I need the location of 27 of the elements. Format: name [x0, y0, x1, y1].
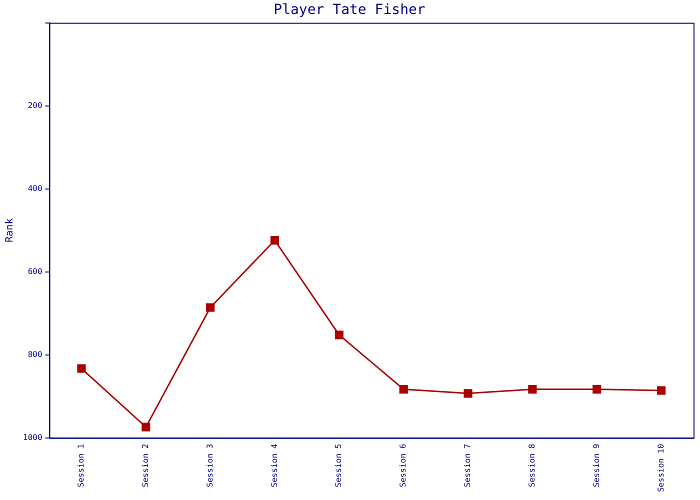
y-tick-label: 200 [28, 100, 42, 110]
x-tick-label: Session 2 [140, 444, 150, 488]
point [399, 384, 408, 394]
point [464, 389, 472, 398]
x-tick-label: Session 5 [334, 444, 344, 488]
x-tick-label: Session 3 [205, 444, 214, 488]
point [657, 386, 666, 395]
x-tick-label: Session 6 [398, 444, 408, 488]
y-tick-label: 800 [28, 350, 42, 359]
point [142, 422, 150, 432]
point [334, 330, 344, 340]
point [528, 384, 537, 394]
x-tick-label: Session 9 [592, 444, 601, 488]
y-tick-label: 600 [28, 266, 42, 276]
point [592, 384, 602, 394]
x-tick-label: Session 1 [76, 444, 86, 488]
y-tick-label: 1000 [23, 432, 42, 442]
x-tick-label: Session 8 [528, 444, 537, 488]
x-tick-label: Session 10 [656, 444, 666, 492]
point [206, 303, 215, 312]
point [77, 364, 86, 373]
point [270, 236, 280, 245]
x-tick-label: Session 7 [463, 444, 472, 488]
chart-title: Player Tate Fisher [274, 2, 426, 18]
y-axis-title: Rank [4, 218, 16, 242]
y-tick-label: 400 [28, 184, 42, 193]
x-tick-label: Session 4 [270, 444, 279, 488]
